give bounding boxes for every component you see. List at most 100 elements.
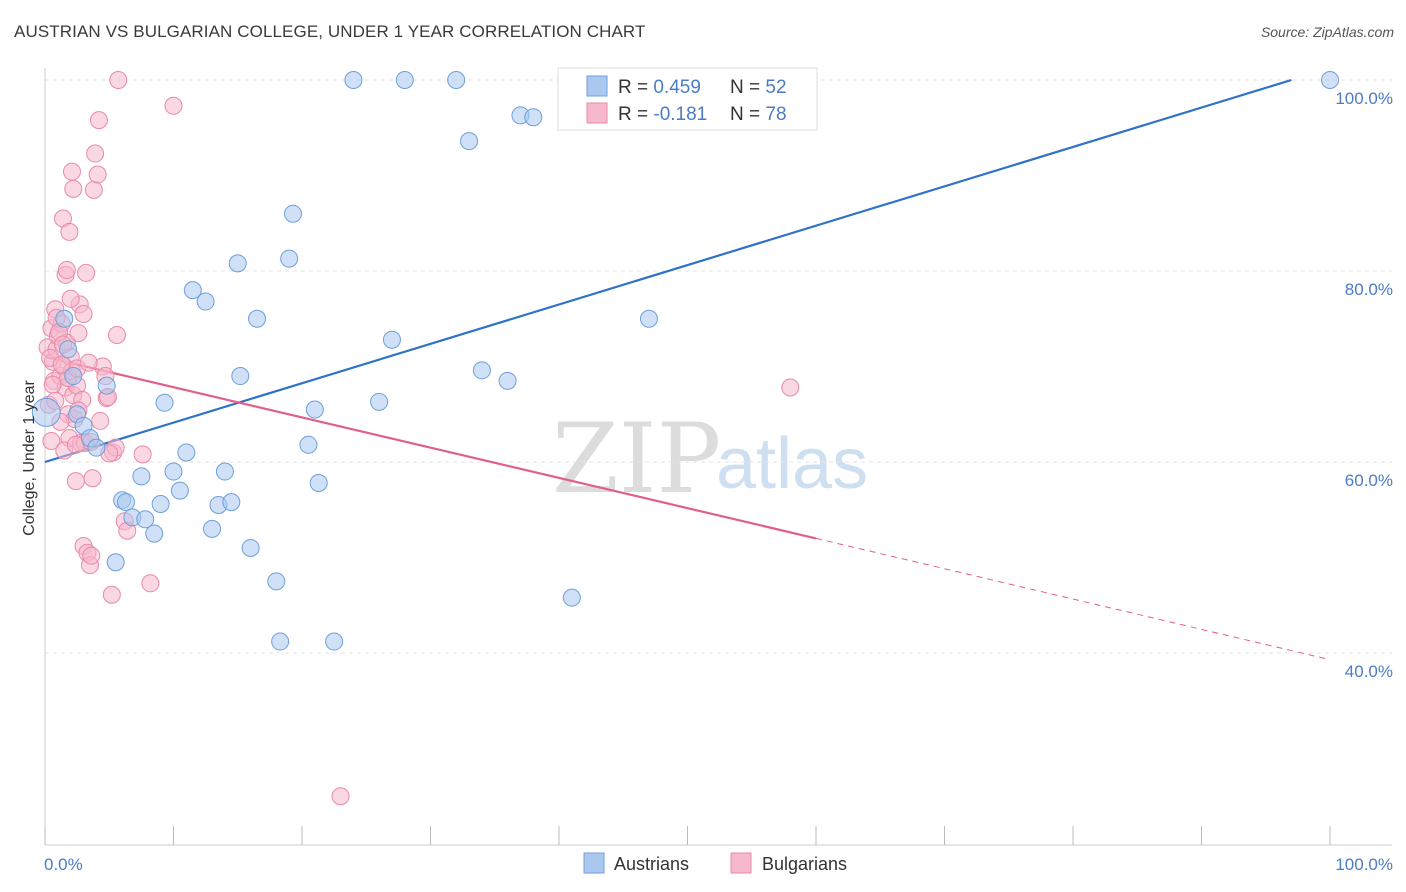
austrians-point xyxy=(305,400,324,419)
bulgarians-trend-line xyxy=(44,355,817,540)
y-tick-label: 100.0% xyxy=(1335,89,1393,108)
axes xyxy=(44,68,1392,846)
bulgarians-point xyxy=(141,574,160,593)
bottom-legend-austrians-label[interactable]: Austrians xyxy=(614,854,689,874)
austrians-point xyxy=(524,108,543,127)
austrians-point xyxy=(472,361,491,380)
austrians-point xyxy=(145,524,164,543)
austrians-point xyxy=(267,572,286,591)
austrians-point xyxy=(164,462,183,481)
y-tick-label: 60.0% xyxy=(1345,471,1393,490)
austrians-point xyxy=(64,367,83,386)
legend-r-value-1: 0.459 xyxy=(653,77,701,98)
austrians-point xyxy=(170,481,189,500)
bulgarians-point xyxy=(74,304,93,323)
svg-text:R = -0.181: R = -0.181 xyxy=(618,104,707,125)
austrians-point xyxy=(299,435,318,454)
austrians-point xyxy=(325,632,344,651)
austrians-point xyxy=(344,71,363,89)
austrians-point xyxy=(284,204,303,223)
bottom-legend-bulgarians-label[interactable]: Bulgarians xyxy=(762,854,847,874)
watermark-atlas: atlas xyxy=(716,424,868,504)
bulgarians-point xyxy=(109,71,128,89)
bulgarians-point xyxy=(66,472,85,491)
austrians-point xyxy=(562,588,581,607)
austrians-point xyxy=(55,309,74,328)
series-legend: Austrians Bulgarians xyxy=(583,852,847,874)
austrians-point xyxy=(639,309,658,328)
bulgarians-point xyxy=(83,469,102,488)
legend-n-value-2: 78 xyxy=(765,104,786,125)
legend-r-label-2: R = xyxy=(618,104,653,125)
austrians-point xyxy=(215,462,234,481)
x-tick-label: 100.0% xyxy=(1335,855,1393,874)
bulgarians-point xyxy=(60,222,79,241)
austrians-point xyxy=(97,376,116,395)
austrians-point xyxy=(116,493,135,512)
bulgarians-point xyxy=(64,179,83,198)
austrians-point xyxy=(132,467,151,486)
trend-lines xyxy=(44,78,1331,661)
y-axis-label: College, Under 1 year xyxy=(21,380,38,536)
bulgarians-point xyxy=(82,546,101,565)
bulgarians-point xyxy=(43,375,62,394)
austrians-point xyxy=(395,71,414,89)
bottom-legend-austrians-swatch[interactable] xyxy=(583,852,605,874)
tick-labels: 40.0% 60.0% 80.0% 100.0% 0.0% 100.0% xyxy=(44,89,1393,874)
austrians-point xyxy=(196,292,215,311)
legend-n-label-2: N = xyxy=(730,104,765,125)
svg-text:N = 52: N = 52 xyxy=(730,77,787,98)
bulgarians-point xyxy=(61,289,80,308)
austrians-point xyxy=(136,510,155,529)
austrians-point xyxy=(177,443,196,462)
x-tick-label: 0.0% xyxy=(44,855,83,874)
austrians-trend-line xyxy=(44,78,1292,464)
bulgarians-point xyxy=(89,111,108,130)
austrians-point xyxy=(222,493,241,512)
austrians-point xyxy=(447,71,466,89)
bulgarians-point xyxy=(133,445,152,464)
bulgarians-point xyxy=(77,263,96,282)
austrians-point xyxy=(183,281,202,300)
bulgarians-point xyxy=(88,165,107,184)
svg-text:R = 0.459: R = 0.459 xyxy=(618,77,701,98)
austrians-point xyxy=(309,474,328,493)
bulgarians-point xyxy=(69,324,88,343)
austrians-point xyxy=(228,254,247,273)
austrians-point xyxy=(1321,71,1339,89)
bulgarians-point xyxy=(164,96,183,115)
austrians-point xyxy=(106,553,125,572)
bulgarians-point xyxy=(62,162,81,181)
austrians-point xyxy=(59,340,78,359)
bulgarians-point xyxy=(331,787,350,806)
austrians-point xyxy=(203,519,222,538)
austrians-point xyxy=(155,393,174,412)
austrians-point xyxy=(382,330,401,349)
austrians-points xyxy=(31,71,1339,651)
chart-title: AUSTRIAN VS BULGARIAN COLLEGE, UNDER 1 Y… xyxy=(14,22,646,41)
austrians-point xyxy=(248,309,267,328)
legend-n-value-1: 52 xyxy=(765,77,786,98)
grid-lines xyxy=(45,79,1392,654)
y-tick-label: 40.0% xyxy=(1345,662,1393,681)
legend-r-label-1: R = xyxy=(618,77,653,98)
source-label: Source: ZipAtlas.com xyxy=(1260,24,1394,40)
bulgarians-point xyxy=(781,378,800,397)
bulgarians-point xyxy=(52,355,71,374)
bulgarians-point xyxy=(84,180,103,199)
bulgarians-point xyxy=(107,325,126,344)
austrians-point xyxy=(370,392,389,411)
austrians-point xyxy=(271,632,290,651)
y-tick-label: 80.0% xyxy=(1345,280,1393,299)
stats-legend: R = 0.459 N = 52 R = -0.181 N = 78 xyxy=(557,67,818,131)
austrians-point xyxy=(460,132,479,151)
watermark-zip: ZIP xyxy=(552,403,721,515)
bulgarians-point xyxy=(102,585,121,604)
legend-n-label-1: N = xyxy=(730,77,765,98)
legend-austrians-swatch xyxy=(586,75,608,97)
bottom-legend-bulgarians-swatch[interactable] xyxy=(730,852,752,874)
austrians-point xyxy=(31,397,61,427)
austrians-point xyxy=(231,367,250,386)
bulgarians-point xyxy=(86,144,105,163)
